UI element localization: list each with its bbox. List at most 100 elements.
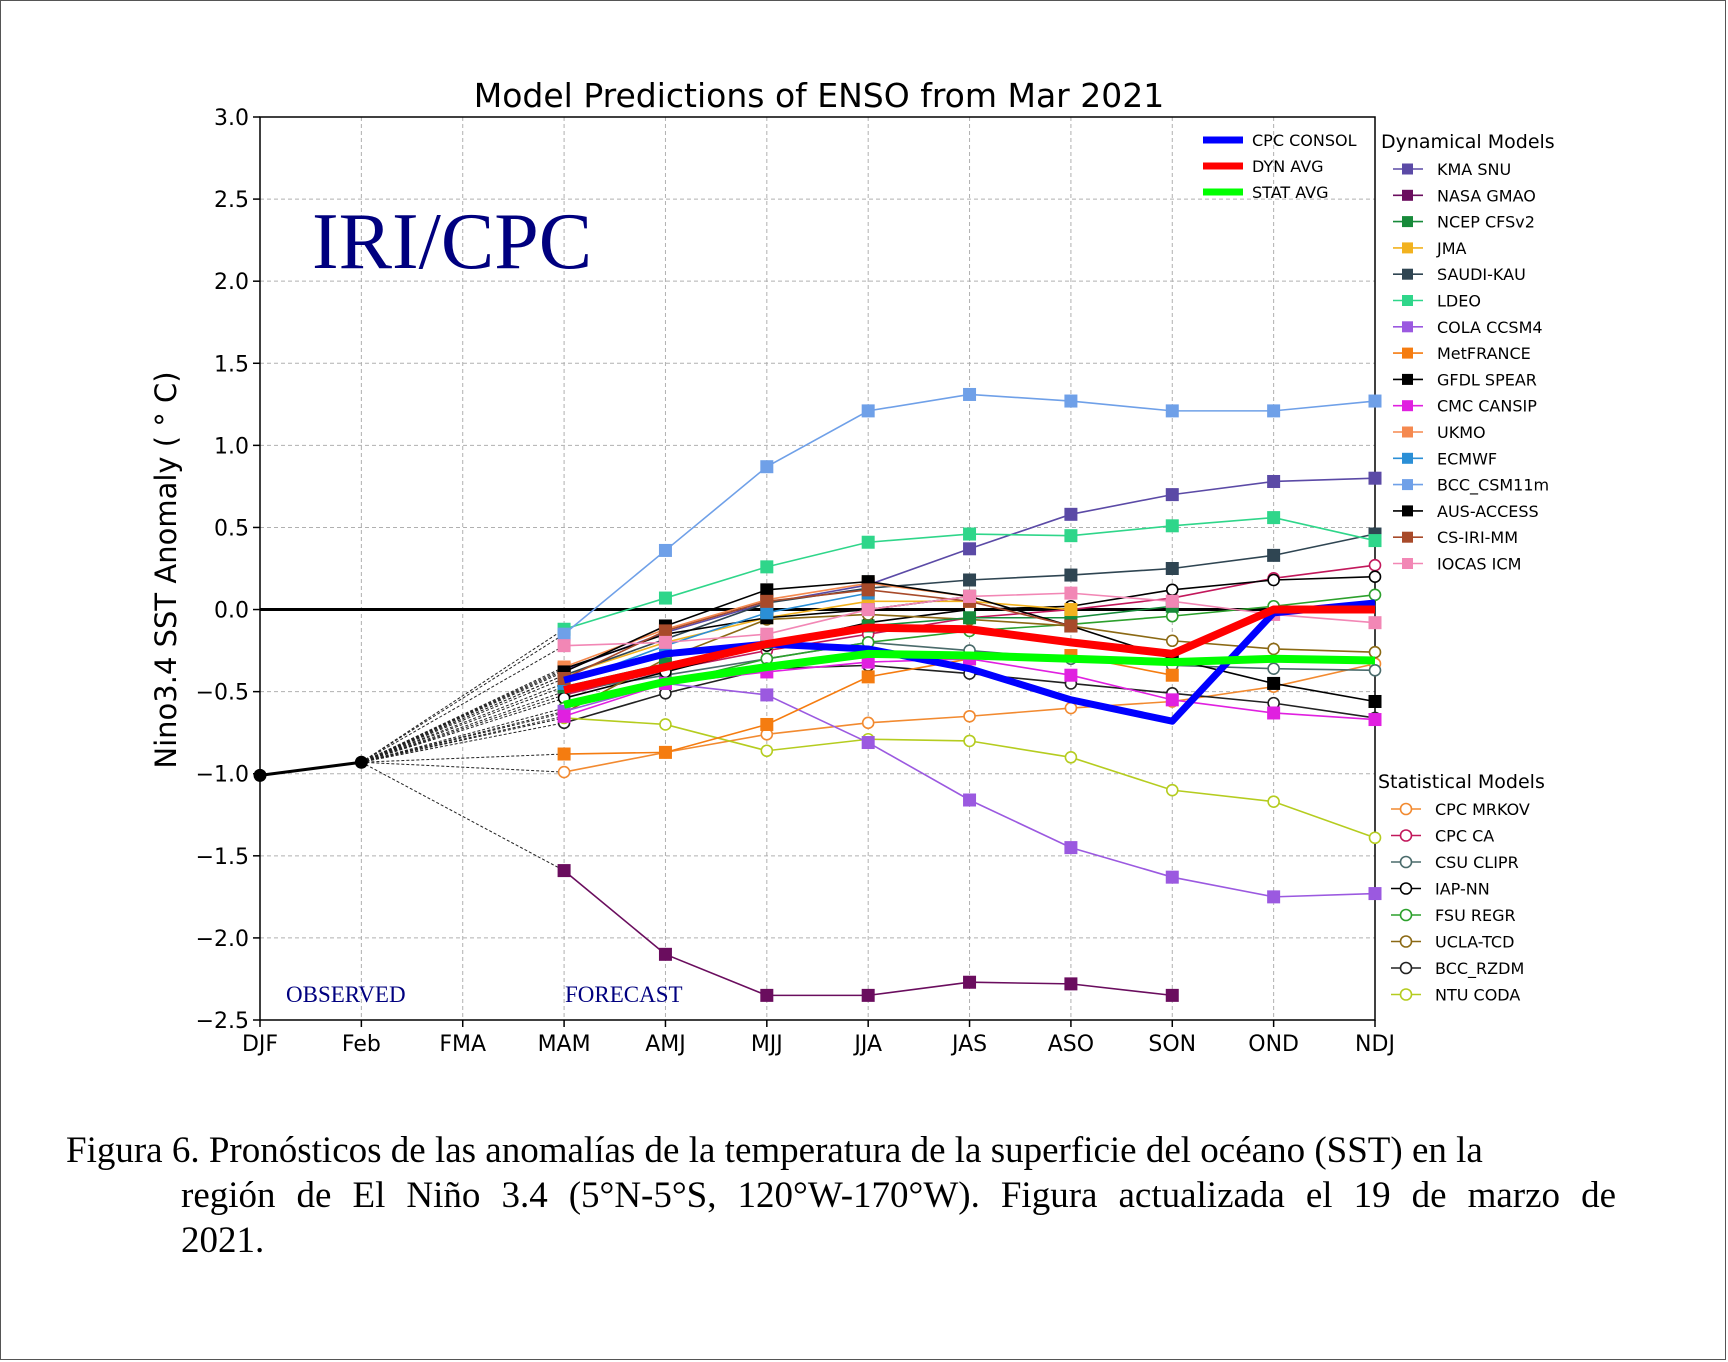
data-point [760,688,774,702]
legend-label: CSU CLIPR [1435,853,1519,872]
legend-swatch-marker [1402,558,1413,569]
data-point [1368,663,1382,677]
x-tick-label: MJJ [751,1032,783,1057]
legend-swatch-marker [1402,400,1413,412]
legend-label: ECMWF [1437,449,1497,468]
legend-statistical-title: Statistical Models [1378,771,1545,793]
legend-label: LDEO [1437,292,1481,311]
data-point [1368,694,1382,708]
legend-label: IAP-NN [1435,880,1490,899]
legend-swatch-marker [1399,802,1413,816]
legend-swatch-marker [1399,961,1413,975]
legend-label: COLA CCSM4 [1437,318,1543,337]
connector-line [361,722,565,763]
data-point [1267,795,1280,808]
data-point [1064,529,1078,543]
y-tick-label: 3.0 [214,106,249,131]
data-point [1368,394,1382,408]
legend-label: NASA GMAO [1437,186,1536,205]
legend-label: IOCAS ICM [1437,555,1521,574]
figure-caption: Figura 6. Pronósticos de las anomalías d… [66,1128,1616,1263]
data-point [1064,394,1078,408]
data-point [1064,507,1078,521]
data-point [658,543,672,557]
forecast-annotation: FORECAST [565,982,683,1007]
observed-point [253,768,267,782]
observed-line [259,760,362,777]
y-tick-label: 0.0 [214,599,249,624]
data-point [760,460,774,474]
legend-swatch-marker [1402,452,1413,464]
data-point [760,988,774,1002]
caption-line-1: Figura 6. Pronósticos de las anomalías d… [66,1130,1483,1171]
data-point [963,573,977,587]
legend-swatch-marker [1402,426,1413,438]
x-tick-label: JJA [852,1032,882,1057]
data-point [1267,642,1280,656]
average-line [563,649,1376,709]
data-point [557,765,571,779]
y-tick-label: −1.0 [196,763,249,788]
legend-label: MetFRANCE [1437,344,1531,363]
legend-average-label: CPC CONSOL [1252,131,1357,150]
connector-line [361,682,565,763]
data-point [760,627,774,641]
data-point [557,864,571,878]
data-point [963,387,977,401]
data-point [1267,662,1280,675]
data-point [1165,583,1179,597]
legend-swatch-marker [1402,505,1413,517]
data-point [861,583,875,597]
connector-line [361,686,565,763]
data-point [1368,570,1382,584]
data-point [1267,474,1281,488]
observed-point [354,755,368,769]
legend-label: NTU CODA [1435,986,1520,1005]
connector-line [361,666,565,763]
legend-label: CPC MRKOV [1435,800,1530,819]
data-point [1368,558,1382,572]
legend-label: BCC_CSM11m [1437,476,1549,496]
legend-label: UCLA-TCD [1435,933,1514,952]
data-point [1064,751,1078,764]
series-line [563,589,1072,680]
data-point [557,709,571,723]
legend-swatch-marker [1402,189,1413,201]
caption-line-2: región de El Niño 3.4 (5°N-5°S, 120°W-17… [181,1175,1616,1216]
data-point [658,635,672,649]
legend-label: UKMO [1437,423,1486,442]
data-point [963,709,976,723]
chart-text: Model Predictions of ENSO from Mar 2021 … [149,76,1164,1007]
data-point [861,716,875,730]
data-point [1368,831,1382,845]
data-point [1368,713,1382,727]
data-point [1165,870,1179,884]
data-point [1165,988,1179,1002]
average-line [563,599,1376,725]
data-point [1064,619,1078,633]
data-point [861,988,875,1002]
legend-swatch-marker [1399,935,1413,948]
data-point [760,606,774,620]
y-tick-label: −0.5 [196,681,249,706]
data-point [1368,471,1382,485]
legend-swatch-marker [1402,163,1413,175]
legend-swatch-marker [1399,882,1413,895]
data-point [760,717,774,731]
y-tick-label: 2.0 [214,270,249,295]
caption-line-3: 2021. [181,1220,265,1261]
data-point [658,591,672,605]
data-point [1165,404,1179,418]
data-point [861,404,875,418]
y-tick-label: 2.5 [214,188,249,213]
data-point [760,594,774,608]
connector-line [361,691,565,763]
x-tick-label: OND [1248,1032,1299,1057]
data-point [861,535,875,549]
data-point [1368,645,1382,659]
y-tick-label: −2.5 [196,1009,249,1034]
legend-swatch-marker [1399,855,1413,869]
data-point [1267,511,1281,525]
data-point [658,947,672,961]
